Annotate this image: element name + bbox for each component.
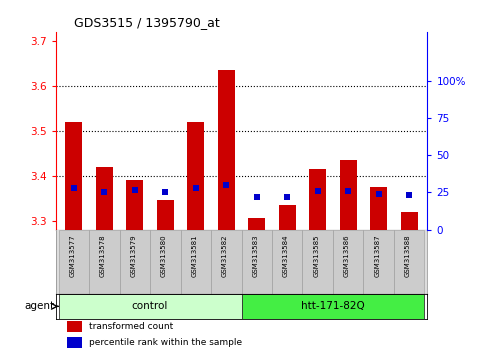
Point [344,188,352,194]
Point [375,191,383,197]
Bar [157,200,174,229]
Text: transformed count: transformed count [89,322,173,331]
Point [161,190,169,195]
Bar [242,294,425,319]
Bar [248,218,265,229]
Bar [96,167,113,229]
Bar [279,205,296,229]
Text: GSM313588: GSM313588 [405,234,411,277]
Bar [363,229,394,294]
Bar [272,229,302,294]
Point [100,190,108,195]
Bar [181,229,211,294]
Bar [89,229,120,294]
Text: GSM313583: GSM313583 [252,234,258,277]
Bar [187,122,204,229]
Bar [150,229,181,294]
Bar [333,229,363,294]
Bar [242,229,272,294]
Bar [309,169,326,229]
Text: GSM313582: GSM313582 [222,234,228,276]
Text: GSM313577: GSM313577 [70,234,75,277]
Bar [401,212,417,229]
Text: GSM313586: GSM313586 [344,234,350,277]
Bar [67,321,82,332]
Text: GSM313580: GSM313580 [161,234,167,277]
Bar [127,180,143,229]
Text: GSM313578: GSM313578 [100,234,106,277]
Text: htt-171-82Q: htt-171-82Q [301,301,365,312]
Point [192,185,199,191]
Text: control: control [132,301,168,312]
Point [314,188,322,194]
Text: GSM313581: GSM313581 [191,234,197,277]
Text: GSM313587: GSM313587 [374,234,380,277]
Point [405,193,413,198]
Bar [58,294,242,319]
Bar [218,70,235,229]
Bar [58,229,89,294]
Point [284,194,291,200]
Bar [370,187,387,229]
Bar [340,160,356,229]
Bar [120,229,150,294]
Bar [302,229,333,294]
Text: GSM313585: GSM313585 [313,234,319,276]
Point [70,185,78,191]
Text: GDS3515 / 1395790_at: GDS3515 / 1395790_at [74,16,220,29]
Point [253,194,261,200]
Bar [394,229,425,294]
Bar [211,229,242,294]
Text: agent: agent [25,301,55,312]
Bar [67,337,82,348]
Point [131,187,139,192]
Text: GSM313579: GSM313579 [130,234,136,277]
Point [222,182,230,188]
Text: GSM313584: GSM313584 [283,234,289,276]
Bar [66,122,82,229]
Text: percentile rank within the sample: percentile rank within the sample [89,338,242,347]
